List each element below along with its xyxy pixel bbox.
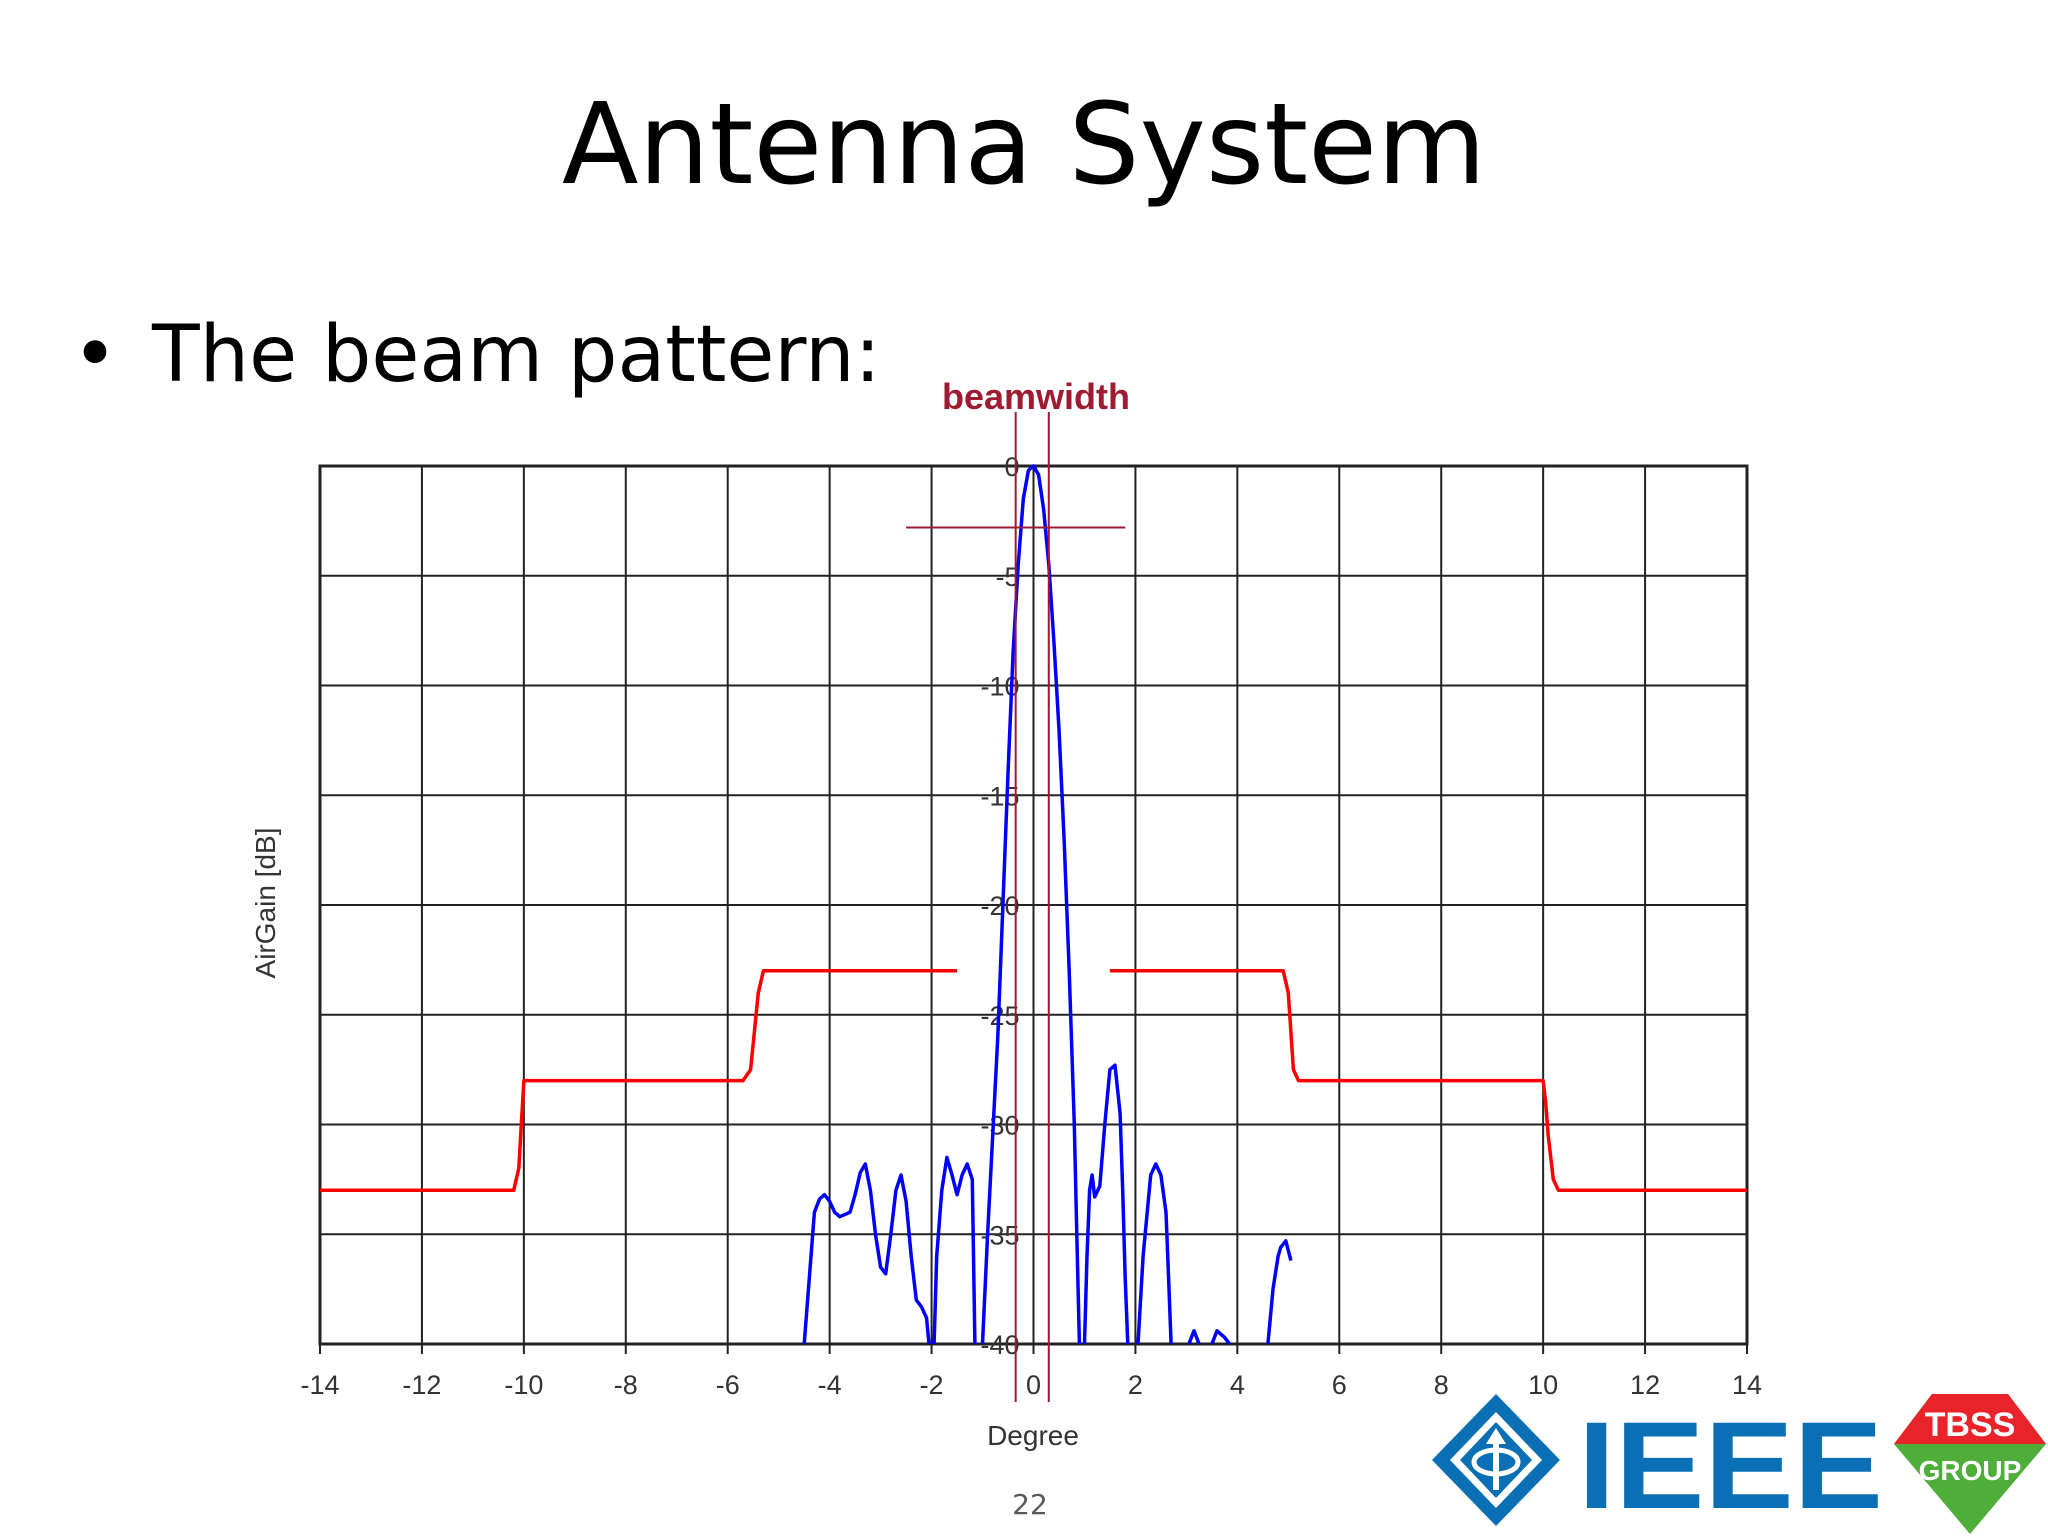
y-tick-label: -20 [980, 891, 1019, 921]
x-tick-label: 8 [1434, 1370, 1449, 1400]
x-tick-label: 6 [1332, 1370, 1347, 1400]
x-tick-label: 4 [1230, 1370, 1245, 1400]
tbss-group-text: GROUP [1919, 1455, 2022, 1486]
grid-layer [318, 464, 1749, 1354]
ieee-logo: IEEE [1432, 1394, 1883, 1535]
bullet-item: • The beam pattern: [72, 305, 881, 405]
series-1-line [320, 969, 958, 1193]
beamwidth-label: beamwidth [942, 376, 1130, 417]
series-0-line [980, 464, 1082, 1345]
x-tick-label: 10 [1528, 1370, 1558, 1400]
series-0-line [1266, 1239, 1293, 1345]
series-0-line [1136, 1162, 1173, 1345]
page-number: 22 [1012, 1488, 1048, 1521]
x-tick-labels: -14 -12 -10 -8 -6 -4 -2 0 2 4 6 8 10 12 14 [300, 1370, 1762, 1400]
series-layer [320, 464, 1747, 1346]
series-0-line [802, 1162, 931, 1345]
beamwidth-annotation [906, 412, 1126, 1402]
series-0-line [1210, 1329, 1232, 1346]
x-tick-label: -14 [300, 1370, 339, 1400]
x-tick-label: -2 [920, 1370, 944, 1400]
x-tick-label: 0 [1026, 1370, 1041, 1400]
ieee-wordmark: IEEE [1578, 1397, 1883, 1535]
tbss-text: TBSS [1925, 1406, 2016, 1444]
series-0-line [932, 1155, 977, 1345]
y-tick-label: -40 [980, 1330, 1019, 1360]
bullet-text: The beam pattern: [152, 310, 881, 400]
x-tick-label: -10 [504, 1370, 543, 1400]
tbss-logo: TBSS GROUP [1894, 1394, 2046, 1534]
series-1-line [1109, 969, 1747, 1193]
x-tick-label: -12 [402, 1370, 441, 1400]
x-tick-label: -6 [716, 1370, 740, 1400]
x-tick-label: -4 [818, 1370, 842, 1400]
y-axis-label: AirGain [dB] [250, 828, 281, 979]
y-tick-label: -30 [980, 1111, 1019, 1141]
series-0-line [1187, 1329, 1201, 1345]
x-axis-label: Degree [987, 1420, 1079, 1451]
x-tick-label: 2 [1128, 1370, 1143, 1400]
y-tick-label: 0 [1004, 452, 1019, 482]
series-0-line [1082, 1063, 1130, 1345]
x-tick-label: 14 [1732, 1370, 1762, 1400]
y-tick-label: -15 [980, 781, 1019, 811]
slide-title: Antenna System [561, 80, 1487, 210]
x-tick-label: -8 [614, 1370, 638, 1400]
y-tick-labels: 0-5-10-15-20-25-30-35-40 [980, 452, 1019, 1360]
x-tick-label: 12 [1630, 1370, 1660, 1400]
bullet-dot: • [72, 310, 119, 400]
